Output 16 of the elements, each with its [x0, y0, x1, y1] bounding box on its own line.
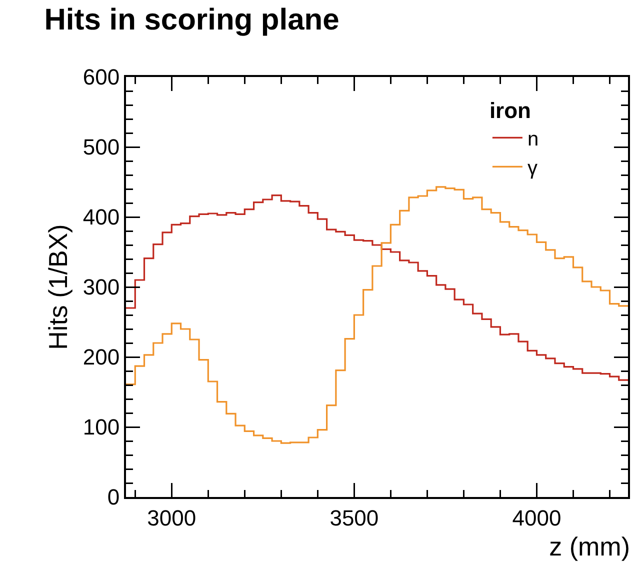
y-tick-label: 400: [82, 204, 120, 230]
x-tick-label: 3000: [147, 505, 196, 530]
legend-label: n: [527, 128, 539, 150]
y-tick-label: 0: [107, 484, 120, 510]
y-axis-title: Hits (1/BX): [42, 224, 73, 350]
y-tick-label: 500: [82, 134, 120, 160]
y-tick-label: 300: [82, 274, 120, 300]
legend-title: iron: [489, 98, 532, 124]
x-tick-label: 3500: [330, 505, 379, 530]
y-tick-label: 200: [82, 344, 120, 370]
x-tick-label: 4000: [512, 505, 562, 530]
legend-label: γ: [527, 158, 538, 180]
x-axis-title: z (mm): [549, 532, 630, 562]
y-tick-label: 600: [82, 64, 120, 90]
y-tick-label: 100: [82, 414, 120, 440]
chart-title: Hits in scoring plane: [44, 4, 340, 37]
